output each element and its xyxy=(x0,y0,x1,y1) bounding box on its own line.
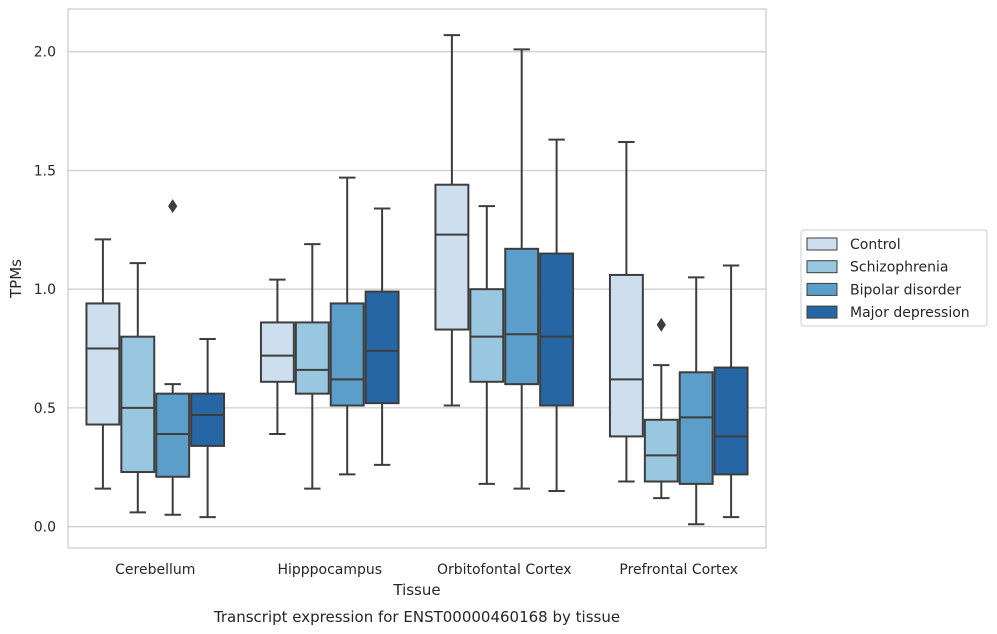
legend-label: Schizophrenia xyxy=(850,260,948,276)
legend-label: Major depression xyxy=(850,305,970,321)
box-major-depression xyxy=(364,207,400,466)
box-schizophrenia xyxy=(643,317,679,500)
box-control xyxy=(259,278,295,436)
x-tick-label: Hipppocampus xyxy=(277,562,382,578)
box-bipolar-disorder xyxy=(155,199,191,516)
legend-item: Bipolar disorder xyxy=(806,282,961,298)
iqr-box xyxy=(608,273,644,438)
iqr-box xyxy=(643,418,679,483)
iqr-box xyxy=(294,321,330,395)
box-control xyxy=(434,34,470,407)
box-control xyxy=(608,140,644,483)
legend-swatch xyxy=(806,282,838,296)
x-tick-labels: Cerebellum Hipppocampus Orbitofontal Corte… xyxy=(115,562,738,578)
box-bipolar-disorder xyxy=(678,276,714,526)
iqr-box xyxy=(713,366,749,476)
y-tick-label: 1.0 xyxy=(34,282,56,298)
box-major-depression xyxy=(539,138,575,493)
legend-label: Control xyxy=(850,237,901,253)
legend-label: Bipolar disorder xyxy=(850,282,961,298)
x-axis-label: Tissue xyxy=(392,581,440,599)
iqr-box xyxy=(155,392,191,478)
box-major-depression xyxy=(190,338,226,519)
legend-swatch xyxy=(806,260,838,274)
iqr-box xyxy=(539,252,575,407)
legend-item: Control xyxy=(806,237,901,253)
iqr-box xyxy=(329,302,365,407)
y-tick-label: 0.5 xyxy=(34,401,56,417)
outlier-marker xyxy=(656,317,666,332)
box-schizophrenia xyxy=(120,262,156,514)
legend: Control Schizophrenia Bipolar disorder Majo… xyxy=(800,229,988,327)
outlier-marker xyxy=(168,199,178,213)
x-tick-label: Cerebellum xyxy=(115,562,195,578)
iqr-box xyxy=(434,183,470,331)
plot-area-frame xyxy=(67,8,767,549)
iqr-box xyxy=(85,302,121,426)
iqr-box xyxy=(190,392,226,447)
legend-swatch xyxy=(806,237,838,251)
iqr-box xyxy=(469,288,505,383)
figure-caption: Transcript expression for ENST0000046016… xyxy=(213,608,620,626)
legend-item: Schizophrenia xyxy=(806,260,948,276)
legend-item: Major depression xyxy=(806,305,970,321)
legend-frame xyxy=(800,229,988,327)
x-tick-label: Orbitofontal Cortex xyxy=(437,562,572,578)
box-bipolar-disorder xyxy=(329,176,365,476)
box-schizophrenia xyxy=(469,205,505,485)
box-bipolar-disorder xyxy=(504,48,540,490)
iqr-box xyxy=(364,290,400,405)
box-control xyxy=(85,238,121,490)
legend-swatch xyxy=(806,305,838,319)
y-tick-label: 0.0 xyxy=(34,520,56,536)
box-major-depression xyxy=(713,264,749,519)
iqr-box xyxy=(120,335,156,474)
y-tick-label: 2.0 xyxy=(34,45,56,61)
y-tick-label: 1.5 xyxy=(34,163,56,179)
x-tick-label: Prefrontal Cortex xyxy=(619,562,738,578)
box-schizophrenia xyxy=(294,243,330,490)
y-axis-label: TPMs xyxy=(7,259,25,299)
y-tick-labels: 0.0 0.5 1.0 1.5 2.0 xyxy=(34,45,56,536)
iqr-box xyxy=(504,247,540,386)
iqr-box xyxy=(259,321,295,383)
iqr-box xyxy=(678,371,714,485)
boxes-layer xyxy=(85,34,749,526)
